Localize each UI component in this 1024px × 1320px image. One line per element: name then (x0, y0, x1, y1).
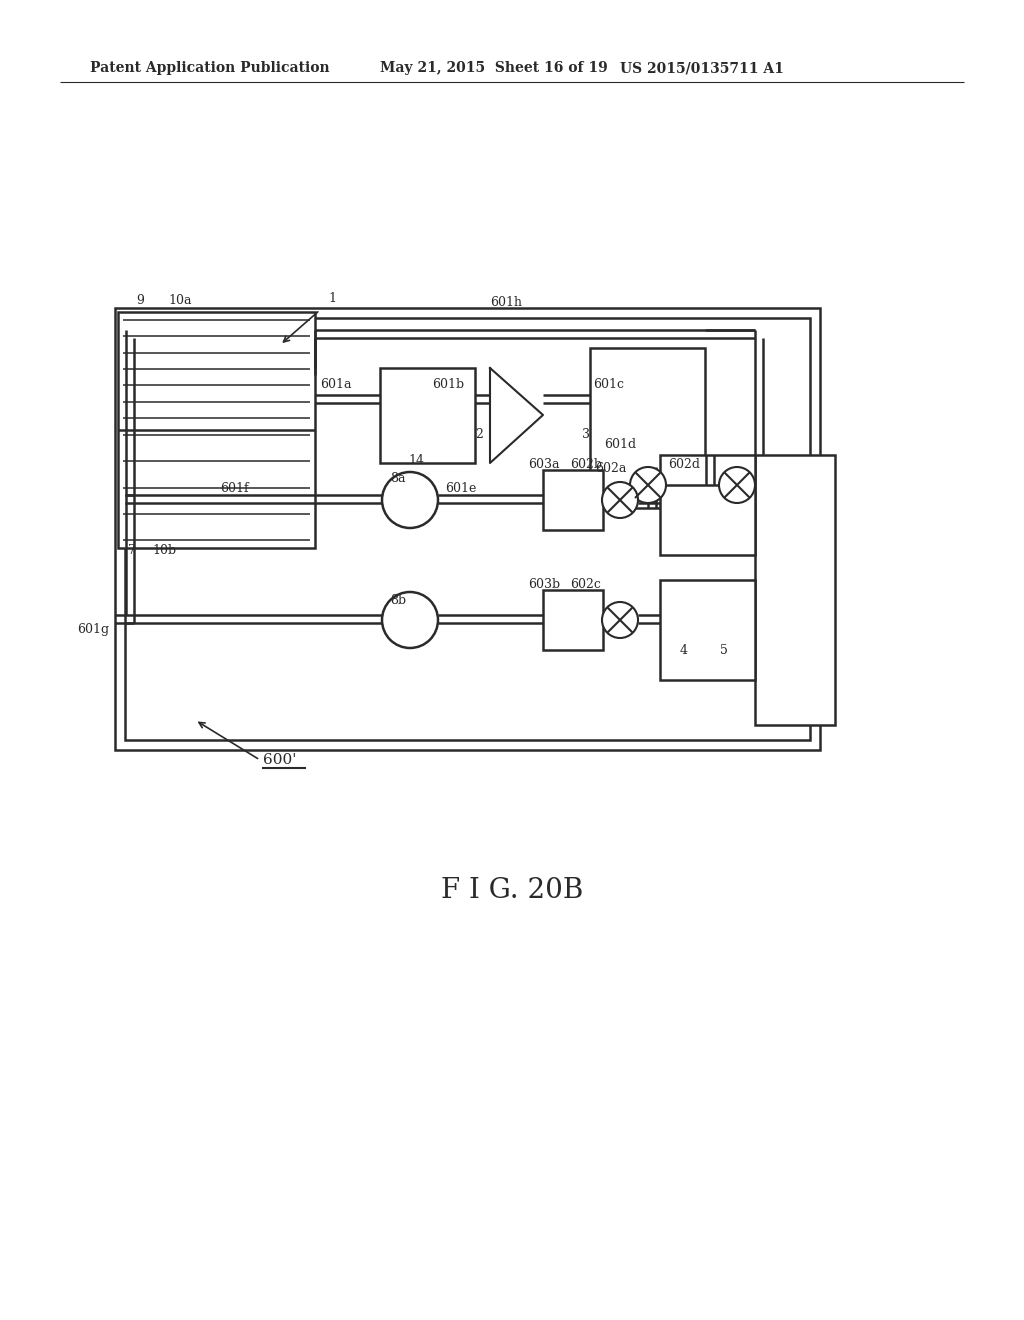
Text: 1: 1 (328, 292, 336, 305)
Text: 601c: 601c (593, 379, 624, 392)
Text: 600': 600' (263, 752, 296, 767)
Circle shape (630, 467, 666, 503)
Text: 602c: 602c (570, 578, 601, 591)
Text: 2: 2 (475, 429, 483, 441)
Text: 601g: 601g (77, 623, 109, 636)
Circle shape (602, 602, 638, 638)
Bar (660, 579, 755, 680)
Text: 601d: 601d (604, 438, 636, 451)
Text: 9: 9 (136, 293, 144, 306)
Bar (115, 308, 820, 750)
Text: Patent Application Publication: Patent Application Publication (90, 61, 330, 75)
Text: 601h: 601h (490, 296, 522, 309)
Text: 602a: 602a (595, 462, 627, 474)
Bar (380, 368, 475, 463)
Circle shape (719, 467, 755, 503)
Circle shape (382, 473, 438, 528)
Text: 14: 14 (408, 454, 424, 466)
Circle shape (382, 591, 438, 648)
Text: 8b: 8b (390, 594, 407, 606)
Text: 10b: 10b (152, 544, 176, 557)
Text: 602b: 602b (570, 458, 602, 471)
Text: 7: 7 (128, 544, 136, 557)
Polygon shape (490, 368, 543, 463)
Text: 10a: 10a (168, 293, 191, 306)
Text: 601a: 601a (319, 379, 351, 392)
Bar (660, 455, 755, 554)
Text: 601b: 601b (432, 379, 464, 392)
Bar (543, 470, 603, 531)
Bar (125, 318, 810, 741)
Text: F I G. 20B: F I G. 20B (440, 876, 584, 903)
Circle shape (602, 482, 638, 517)
Text: 601e: 601e (445, 482, 476, 495)
Text: 4: 4 (680, 644, 688, 656)
Text: 8a: 8a (390, 471, 406, 484)
Text: US 2015/0135711 A1: US 2015/0135711 A1 (620, 61, 784, 75)
Text: 3: 3 (582, 429, 590, 441)
Text: 602d: 602d (668, 458, 700, 471)
Text: 601f: 601f (220, 482, 249, 495)
Bar (590, 348, 705, 508)
Text: May 21, 2015  Sheet 16 of 19: May 21, 2015 Sheet 16 of 19 (380, 61, 608, 75)
Bar (755, 455, 835, 725)
Text: 5: 5 (720, 644, 728, 656)
Text: 603b: 603b (528, 578, 560, 591)
Bar (118, 312, 315, 548)
Text: 603a: 603a (528, 458, 559, 471)
Bar (543, 590, 603, 649)
